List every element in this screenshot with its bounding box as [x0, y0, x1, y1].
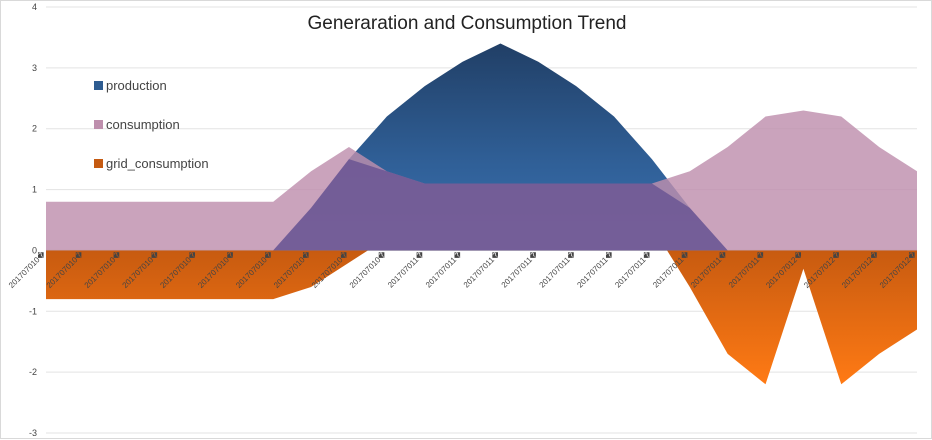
- x-tick-label: 201707011�: [461, 248, 502, 289]
- y-tick-label: 3: [32, 63, 37, 73]
- y-tick-label: 1: [32, 185, 37, 195]
- y-tick-label: 2: [32, 124, 37, 134]
- legend-swatch-grid-consumption: [94, 159, 103, 168]
- legend-item-production: production: [94, 78, 167, 93]
- legend-item-consumption: consumption: [94, 117, 180, 132]
- area-consumption: [46, 110, 917, 251]
- x-tick-label: 201707011�: [537, 248, 578, 289]
- x-tick-label: 201707011�: [385, 248, 426, 289]
- x-tick-label: 201707011�: [423, 248, 464, 289]
- y-tick-label: -2: [29, 367, 37, 377]
- legend: production consumption grid_consumption: [94, 78, 209, 171]
- y-tick-label: 4: [32, 2, 37, 12]
- x-tick-label: 201707011�: [499, 248, 540, 289]
- legend-swatch-consumption: [94, 120, 103, 129]
- y-axis-ticks: -3 -2 -1 0 1 2 3 4: [29, 2, 37, 438]
- y-tick-label: 0: [32, 245, 37, 255]
- y-tick-label: -1: [29, 306, 37, 316]
- legend-label-production: production: [106, 78, 167, 93]
- legend-item-grid-consumption: grid_consumption: [94, 156, 209, 171]
- chart-title: Generaration and Consumption Trend: [308, 13, 627, 34]
- legend-label-grid-consumption: grid_consumption: [106, 156, 209, 171]
- legend-label-consumption: consumption: [106, 117, 180, 132]
- x-tick-label: 201707010�: [6, 248, 48, 290]
- x-tick-label: 201707011�: [575, 248, 616, 289]
- x-tick-label: 201707011�: [613, 248, 654, 289]
- area-grid_consumption: [46, 250, 917, 385]
- area-overlap: [46, 159, 917, 251]
- area-production: [46, 43, 917, 251]
- series-areas: [46, 43, 917, 385]
- y-tick-label: -3: [29, 428, 37, 438]
- legend-swatch-production: [94, 81, 103, 90]
